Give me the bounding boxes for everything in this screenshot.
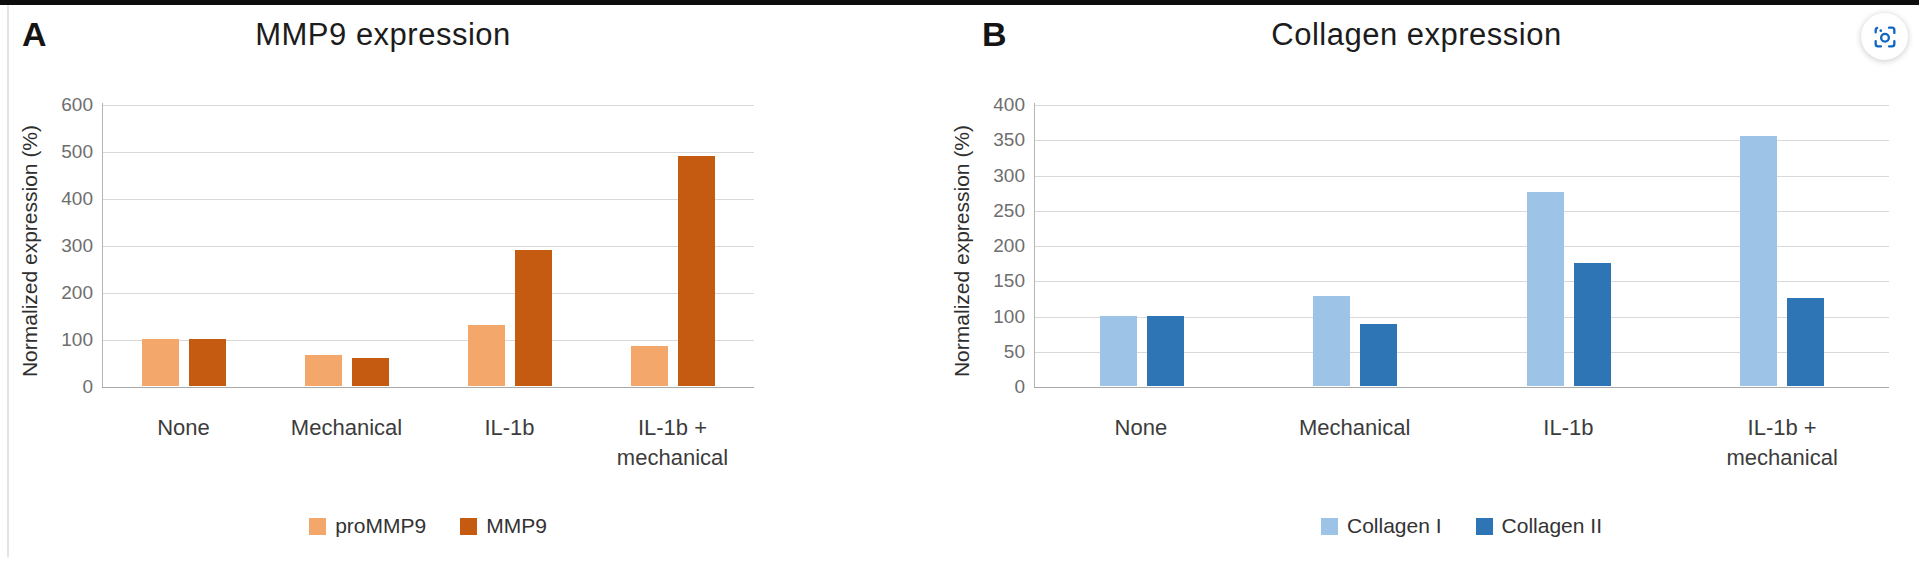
y-axis-label: Normalized expression (%): [12, 95, 48, 407]
y-tick-label: 0: [82, 376, 93, 398]
y-tick-label: 300: [61, 235, 93, 257]
bar-group-Mechanical: [266, 95, 429, 386]
bar-Collagen-II-Mechanical: [1360, 324, 1397, 386]
screenshot-capture-button[interactable]: [1861, 13, 1908, 60]
collagen-plot-area: [1034, 95, 1889, 387]
y-tick-label: 250: [993, 200, 1025, 222]
bar-MMP9-IL-1b: [515, 250, 552, 386]
x-category-label-IL-1b: IL-1b: [1462, 413, 1676, 495]
y-tick-label: 200: [61, 282, 93, 304]
bar-Collagen-I-IL-1b: [1527, 192, 1564, 386]
y-tick-label: 100: [61, 329, 93, 351]
x-axis-line: [102, 387, 754, 388]
mmp9-chart-title: MMP9 expression: [12, 5, 754, 95]
x-axis-labels: NoneMechanicalIL-1bIL-1b + mechanical: [1034, 387, 1889, 495]
bar-group-IL-1b: [1462, 95, 1676, 386]
collagen-chart-legend: Collagen I Collagen II: [1034, 495, 1889, 545]
y-tick-label: 300: [993, 165, 1025, 187]
bars-layer: [103, 95, 754, 386]
y-tick-label: 350: [993, 129, 1025, 151]
figure-panels: A MMP9 expression Normalized expression …: [0, 0, 1919, 545]
y-tick-label: 100: [993, 306, 1025, 328]
y-tick-label: 500: [61, 141, 93, 163]
bar-MMP9-IL-1b-+: [678, 156, 715, 386]
mmp9-plot-area: [102, 95, 754, 387]
panel-label-a: A: [22, 15, 47, 54]
x-axis-labels: NoneMechanicalIL-1bIL-1b + mechanical: [102, 387, 754, 495]
x-category-label-Mechanical: Mechanical: [265, 413, 428, 495]
y-tick-label: 50: [1004, 341, 1025, 363]
y-axis-area: Normalized expression (%) 01002003004005…: [12, 95, 102, 387]
y-tick-label: 600: [61, 94, 93, 116]
bar-group-None: [1035, 95, 1249, 386]
y-tick-label: 400: [993, 94, 1025, 116]
x-category-label-IL-1b: IL-1b: [428, 413, 591, 495]
bar-MMP9-None: [189, 339, 226, 386]
bar-proMMP9-None: [142, 339, 179, 386]
y-tick-label: 150: [993, 270, 1025, 292]
collagen-chart-title: Collagen expression: [944, 5, 1889, 95]
bar-group-IL-1b: [429, 95, 592, 386]
panel-mmp9-chart: A MMP9 expression Normalized expression …: [12, 5, 754, 545]
y-axis-label: Normalized expression (%): [944, 95, 980, 407]
bar-group-None: [103, 95, 266, 386]
bar-Collagen-II-IL-1b: [1574, 263, 1611, 386]
y-tick-label: 200: [993, 235, 1025, 257]
legend-swatch: [460, 518, 477, 535]
y-tick-label: 400: [61, 188, 93, 210]
bar-proMMP9-Mechanical: [305, 355, 342, 386]
bar-group-Mechanical: [1249, 95, 1463, 386]
camera-viewfinder-icon: [1871, 23, 1899, 51]
panel-collagen-chart: B Collagen expression Normalized express…: [944, 5, 1889, 545]
bar-group-IL-1b-+: [591, 95, 754, 386]
bar-proMMP9-IL-1b-+: [631, 346, 668, 386]
legend-swatch: [1321, 518, 1338, 535]
x-category-label-None: None: [102, 413, 265, 495]
x-category-label-Mechanical: Mechanical: [1248, 413, 1462, 495]
legend-item-Collagen-I: Collagen I: [1321, 514, 1442, 538]
legend-item-MMP9: MMP9: [460, 514, 547, 538]
legend-label: MMP9: [486, 514, 547, 538]
bar-group-IL-1b-+: [1676, 95, 1890, 386]
y-axis-area: Normalized expression (%) 05010015020025…: [944, 95, 1034, 387]
legend-swatch: [1476, 518, 1493, 535]
bars-layer: [1035, 95, 1889, 386]
bar-Collagen-I-Mechanical: [1313, 296, 1350, 386]
x-axis-line: [1034, 387, 1889, 388]
y-axis-ticks: 050100150200250300350400: [980, 95, 1034, 387]
y-tick-label: 0: [1014, 376, 1025, 398]
bar-Collagen-I-None: [1100, 316, 1137, 387]
y-axis-label-text: Normalized expression (%): [18, 125, 42, 377]
bar-Collagen-II-IL-1b-+: [1787, 298, 1824, 386]
legend-label: Collagen I: [1347, 514, 1442, 538]
legend-item-Collagen-II: Collagen II: [1476, 514, 1602, 538]
y-axis-label-text: Normalized expression (%): [950, 125, 974, 377]
bar-Collagen-I-IL-1b-+: [1740, 136, 1777, 386]
x-category-label-None: None: [1034, 413, 1248, 495]
x-category-label-IL-1b-+: IL-1b + mechanical: [1675, 413, 1889, 495]
left-border-line: [7, 5, 9, 557]
legend-item-proMMP9: proMMP9: [309, 514, 426, 538]
y-axis-ticks: 0100200300400500600: [48, 95, 102, 387]
legend-swatch: [309, 518, 326, 535]
bar-Collagen-II-None: [1147, 316, 1184, 387]
legend-label: Collagen II: [1502, 514, 1602, 538]
mmp9-chart-legend: proMMP9 MMP9: [102, 495, 754, 545]
bar-proMMP9-IL-1b: [468, 325, 505, 386]
panel-label-b: B: [982, 15, 1007, 54]
bar-MMP9-Mechanical: [352, 358, 389, 386]
x-category-label-IL-1b-+: IL-1b + mechanical: [591, 413, 754, 495]
legend-label: proMMP9: [335, 514, 426, 538]
